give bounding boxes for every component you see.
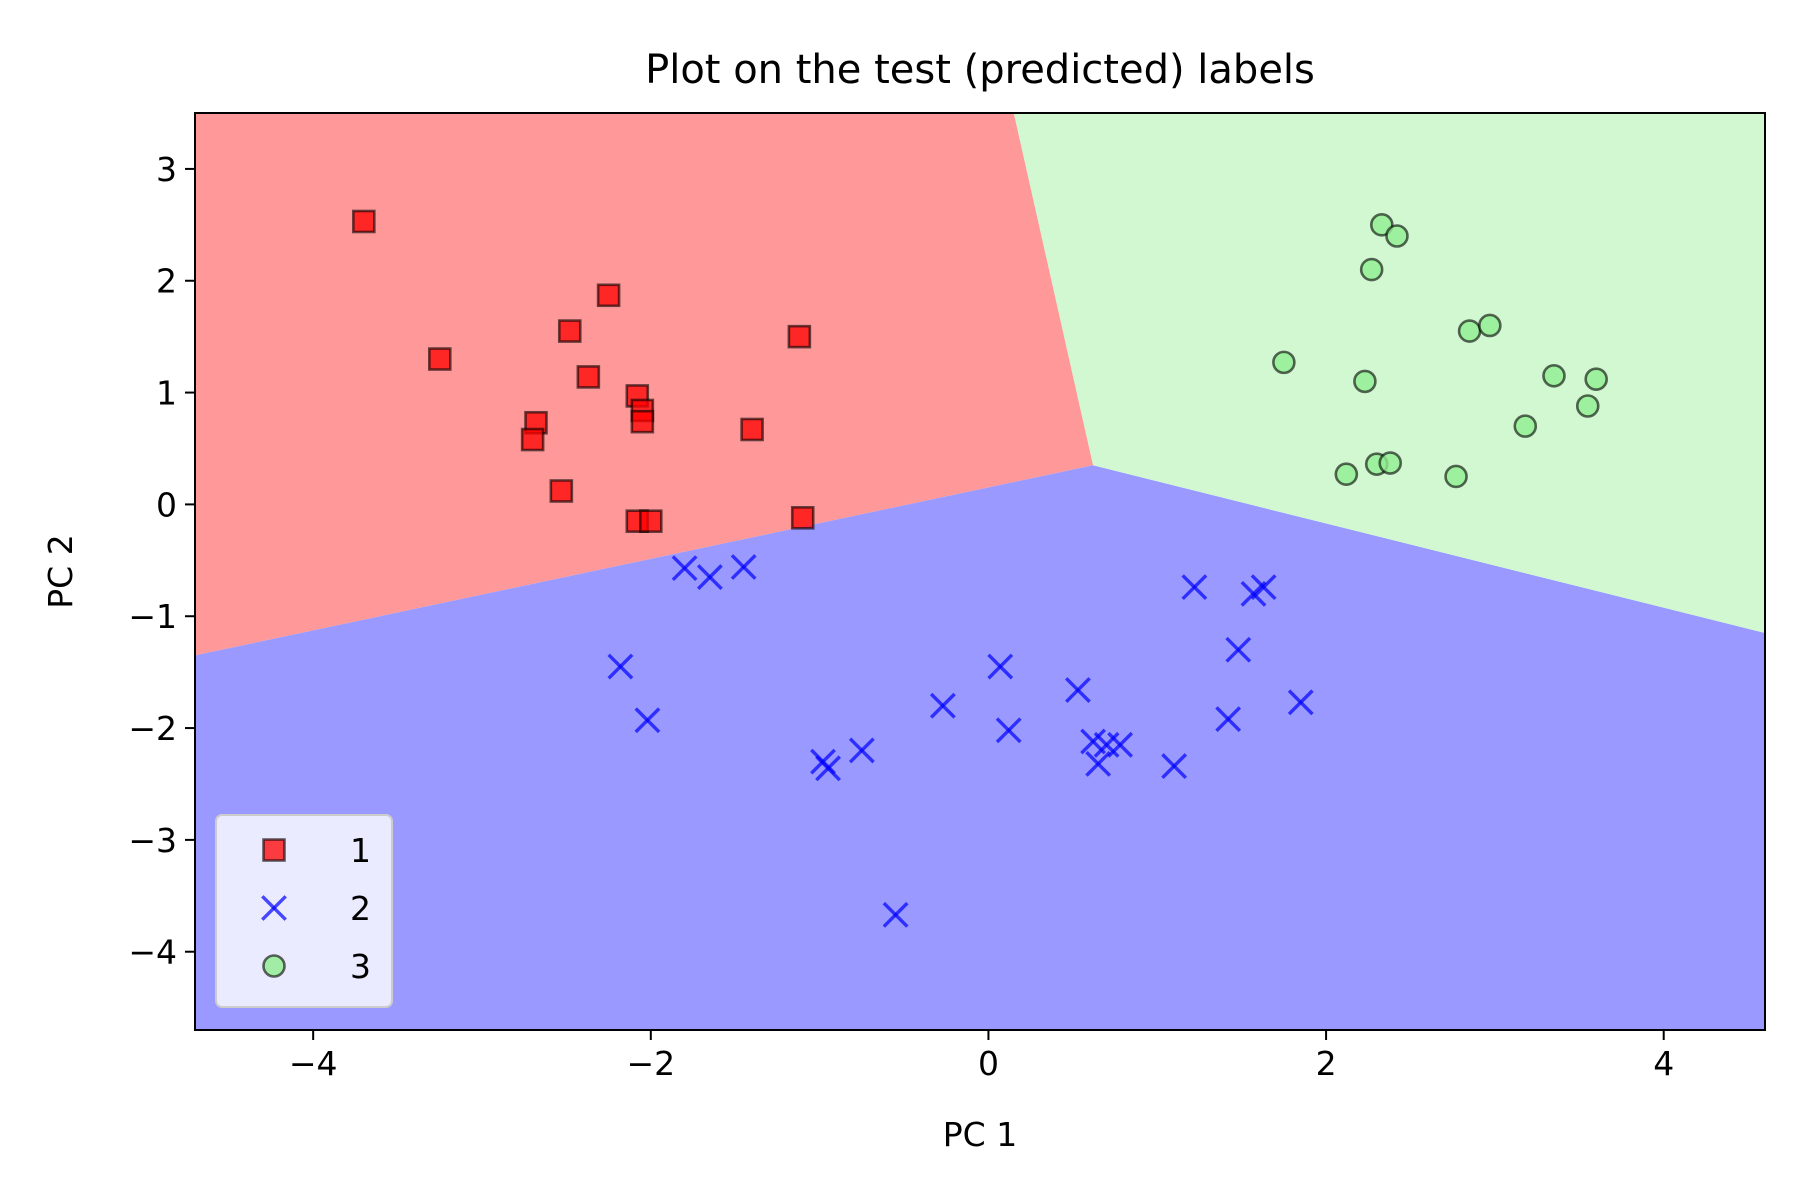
data-point-class-2-16 [1161,753,1188,779]
data-point-class-3-3 [1272,350,1296,375]
plot-frame [194,112,1766,1031]
data-point-class-2-2 [730,554,757,580]
x-tick-label-3: 2 [1316,1044,1337,1083]
x-tick-label-2: 0 [978,1044,999,1083]
data-point-class-2-15 [1107,731,1134,758]
data-point-class-3-5 [1457,319,1482,343]
data-point-class-3-11 [1334,462,1359,487]
data-point-class-2-9 [987,653,1014,680]
data-point-class-1-12 [549,479,574,503]
data-point-class-2-21 [1215,706,1242,733]
y-tick-label-5: 1 [156,374,177,413]
data-point-class-2-20 [1225,636,1252,663]
data-point-class-2-19 [1250,574,1277,601]
data-point-class-2-13 [1085,750,1112,777]
data-point-class-3-10 [1513,414,1538,438]
legend-marker-3 [262,954,286,978]
y-tick-label-1: −3 [128,821,177,860]
x-axis-label: PC 1 [943,1115,1017,1154]
data-point-class-2-17 [1181,574,1208,601]
x-tick-label-4: 4 [1653,1044,1674,1083]
data-point-class-1-1 [427,347,452,371]
data-point-class-2-4 [634,707,661,734]
y-tick-label-3: −1 [128,597,177,636]
data-point-class-2-12 [1080,728,1107,755]
y-axis-label: PC 2 [41,534,80,608]
y-tick-label-7: 3 [156,150,177,189]
legend-label-3: 3 [350,947,371,986]
y-tick-label-4: 0 [156,485,177,524]
legend-marker-2 [261,895,287,921]
data-point-class-2-0 [671,555,698,582]
y-tick-label-2: −2 [128,709,177,748]
data-point-class-2-8 [929,692,956,719]
data-point-class-1-10 [740,417,764,442]
legend-marker-1 [262,838,286,862]
data-point-class-3-1 [1385,224,1409,248]
data-points [352,209,1608,928]
legend-label-2: 2 [350,889,371,928]
data-point-class-2-10 [995,717,1022,744]
data-point-class-2-7 [848,737,875,764]
data-point-class-1-9 [520,427,545,452]
data-point-class-1-11 [787,324,812,349]
y-tick-label-6: 2 [156,262,177,301]
data-point-class-1-15 [790,506,815,530]
data-point-class-3-2 [1359,257,1384,282]
x-tick-label-0: −4 [289,1044,338,1083]
data-point-class-1-3 [557,319,582,343]
data-point-class-3-4 [1353,369,1377,394]
legend: 1 2 3 [215,814,393,1008]
decision-region-3 [1013,113,1765,633]
data-point-class-1-4 [576,365,601,389]
data-point-class-3-14 [1444,464,1468,489]
data-point-class-2-11 [1065,677,1091,703]
y-tick-label-0: −4 [128,933,177,972]
data-point-class-2-6 [815,755,841,782]
x-tick-label-1: −2 [626,1044,675,1083]
data-point-class-3-6 [1478,313,1502,338]
data-point-class-3-7 [1542,363,1566,388]
y-axis: −4 −3 −2 −1 0 1 2 3 [128,150,195,972]
decision-regions [195,113,1765,1030]
data-point-class-2-23 [882,901,909,928]
data-point-class-1-0 [352,209,376,234]
chart-title: Plot on the test (predicted) labels [645,47,1315,93]
legend-label-1: 1 [350,831,371,870]
data-point-class-1-2 [596,283,621,308]
data-point-class-2-1 [696,564,723,590]
decision-region-2 [195,465,1765,1030]
data-point-class-3-9 [1575,394,1600,418]
data-point-class-2-3 [607,653,634,680]
data-point-class-3-13 [1378,451,1403,475]
data-point-class-3-8 [1584,367,1608,391]
x-axis: −4 −2 0 2 4 [289,1030,1674,1083]
data-point-class-2-22 [1287,689,1314,716]
legend-box [215,814,393,1008]
data-point-class-2-18 [1240,580,1267,607]
data-point-class-1-7 [630,409,655,434]
data-point-class-1-14 [639,509,663,533]
